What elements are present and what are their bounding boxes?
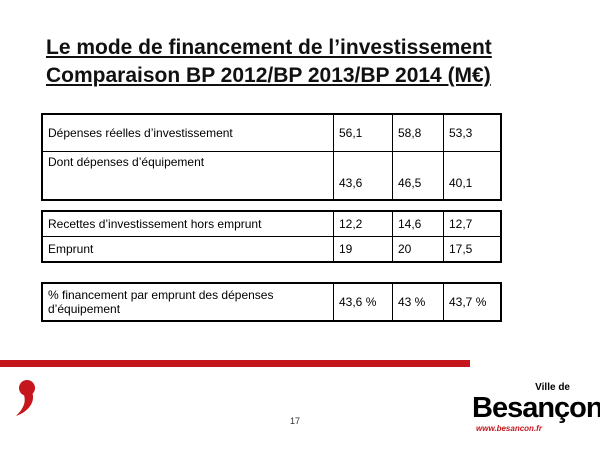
value-bp2012: 19 xyxy=(333,236,393,263)
red-comma-icon xyxy=(12,378,40,423)
row-label: Recettes d’investissement hors emprunt xyxy=(41,210,334,237)
table-row: % financement par emprunt des dépenses d… xyxy=(41,282,502,322)
table-row: Dont dépenses d’équipement 43,6 46,5 40,… xyxy=(41,151,502,201)
row-label: Dont dépenses d’équipement xyxy=(41,151,334,201)
besancon-logo: Ville de Besançon www.besancon.fr xyxy=(468,380,600,440)
value-bp2014: 40,1 xyxy=(443,151,502,201)
value-bp2013: 14,6 xyxy=(392,210,444,237)
slide-title-line1: Le mode de financement de l’investisseme… xyxy=(46,36,492,59)
row-label: Emprunt xyxy=(41,236,334,263)
value-bp2013: 43 % xyxy=(392,282,444,322)
value-bp2014: 17,5 xyxy=(443,236,502,263)
value-bp2012: 56,1 xyxy=(333,113,393,152)
value-bp2014: 53,3 xyxy=(443,113,502,152)
value-bp2014: 12,7 xyxy=(443,210,502,237)
investment-revenue-table: Recettes d’investissement hors emprunt 1… xyxy=(41,210,502,263)
value-bp2013: 46,5 xyxy=(392,151,444,201)
row-label: % financement par emprunt des dépenses d… xyxy=(41,282,334,322)
footer-red-bar xyxy=(0,360,470,367)
page-number: 17 xyxy=(289,416,300,426)
logo-prefix: Ville de xyxy=(535,382,570,393)
value-bp2013: 58,8 xyxy=(392,113,444,152)
table-row: Dépenses réelles d’investissement 56,1 5… xyxy=(41,113,502,152)
table-row: Recettes d’investissement hors emprunt 1… xyxy=(41,210,502,237)
value-bp2014: 43,7 % xyxy=(443,282,502,322)
loan-financing-percentage-table: % financement par emprunt des dépenses d… xyxy=(41,282,502,322)
logo-city-name: Besançon xyxy=(472,392,600,424)
slide-title-line2: Comparaison BP 2012/BP 2013/BP 2014 (M€) xyxy=(46,64,491,87)
value-bp2012: 43,6 % xyxy=(333,282,393,322)
slide-title: Le mode de financement de l’investisseme… xyxy=(46,34,566,90)
row-label: Dépenses réelles d’investissement xyxy=(41,113,334,152)
value-bp2012: 12,2 xyxy=(333,210,393,237)
value-bp2013: 20 xyxy=(392,236,444,263)
table-row: Emprunt 19 20 17,5 xyxy=(41,236,502,263)
value-bp2012: 43,6 xyxy=(333,151,393,201)
investment-expenses-table: Dépenses réelles d’investissement 56,1 5… xyxy=(41,113,502,201)
logo-url: www.besancon.fr xyxy=(476,424,542,433)
